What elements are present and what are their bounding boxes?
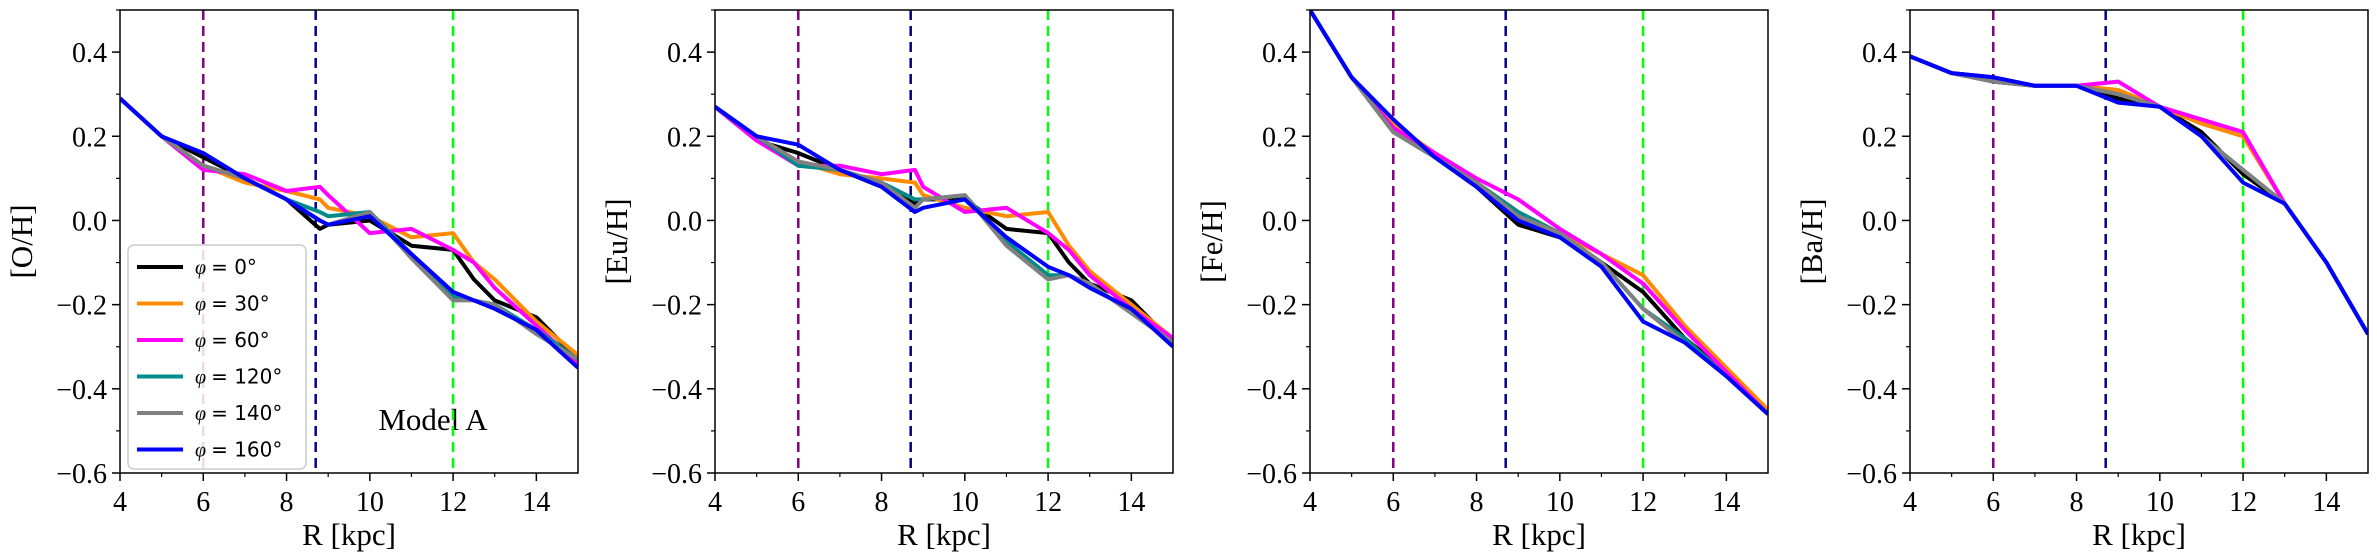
legend-value: = 160° [211, 438, 282, 462]
x-tick-label: 12 [439, 487, 467, 518]
y-tick-label: −0.2 [651, 291, 702, 322]
series-line-5 [715, 105, 1173, 345]
y-tick-label: 0.2 [1262, 122, 1297, 153]
axes-frame [119, 9, 579, 474]
x-tick-label: 12 [1034, 487, 1062, 518]
x-axis-label: R [kpc] [897, 517, 991, 552]
x-tick-label: 14 [2312, 487, 2340, 518]
y-tick-label: 0.0 [1262, 206, 1297, 237]
axes-frame [714, 9, 1174, 474]
series-line-5 [120, 96, 578, 362]
chart-panel-1: 4 6 8 10 12 14 0.4 0.2 0.0 −0.2 −0.4 −0.6 R [kpc] [O/… [4, 9, 579, 552]
legend-value: = 140° [211, 401, 282, 425]
legend-symbol: φ [195, 330, 206, 352]
y-tick-label: 0.2 [1862, 122, 1897, 153]
x-tick-label: 10 [356, 487, 384, 518]
legend: φ = 0°φ = 30°φ = 60°φ = 120°φ = 140°φ = 160° [127, 244, 307, 470]
legend-label: φ = 140° [195, 401, 282, 425]
x-tick-label: 6 [1986, 487, 2000, 518]
x-axis-label: R [kpc] [302, 517, 396, 552]
legend-label: φ = 160° [195, 438, 282, 462]
x-axis-label: R [kpc] [2092, 517, 2186, 552]
series-line-2 [1910, 54, 2368, 336]
legend-value: = 120° [211, 365, 282, 389]
x-tick-label: 6 [791, 487, 805, 518]
x-tick-label: 10 [951, 487, 979, 518]
x-tick-label: 12 [1629, 487, 1657, 518]
legend-symbol: φ [195, 294, 206, 316]
model-annotation: Model A [378, 402, 488, 437]
y-tick-label: 0.0 [72, 206, 107, 237]
y-tick-label: −0.6 [651, 459, 702, 490]
series-line-6 [120, 96, 578, 370]
axes-frame [1309, 9, 1769, 474]
y-tick-label: 0.4 [1262, 38, 1297, 69]
x-tick-label: 8 [875, 487, 889, 518]
series-line-6 [1310, 10, 1768, 416]
y-tick-label: −0.4 [651, 375, 702, 406]
y-tick-label: −0.2 [56, 291, 107, 322]
x-axis-label: R [kpc] [1492, 517, 1586, 552]
y-tick-label: 0.4 [667, 38, 702, 69]
chart-panel-3: 4 6 8 10 12 14 0.4 0.2 0.0 −0.2 −0.4 −0.6 R [kpc] [Fe… [1194, 9, 1769, 552]
axes-frame [1909, 9, 2369, 474]
y-tick-label: −0.6 [1846, 459, 1897, 490]
legend-label: φ = 120° [195, 365, 282, 389]
legend-symbol: φ [195, 403, 206, 425]
series-line-6 [715, 105, 1173, 349]
y-tick-label: −0.4 [56, 375, 107, 406]
x-tick-label: 12 [2229, 487, 2257, 518]
x-tick-label: 4 [708, 487, 722, 518]
chart-panel-2: 4 6 8 10 12 14 0.4 0.2 0.0 −0.2 −0.4 −0.6 R [kpc] [Eu… [599, 9, 1174, 552]
series-line-3 [1310, 10, 1768, 416]
x-tick-label: 10 [2146, 487, 2174, 518]
x-tick-label: 8 [1470, 487, 1484, 518]
y-tick-label: −0.2 [1846, 291, 1897, 322]
legend-symbol: φ [195, 440, 206, 462]
x-tick-label: 14 [1712, 487, 1740, 518]
y-tick-label: 0.0 [667, 206, 702, 237]
y-tick-label: −0.4 [1246, 375, 1297, 406]
y-tick-label: 0.4 [1862, 38, 1897, 69]
legend-label: φ = 60° [195, 328, 270, 352]
y-tick-label: 0.4 [72, 38, 107, 69]
y-axis-label: [Eu/H] [599, 198, 634, 284]
x-tick-label: 6 [1386, 487, 1400, 518]
x-tick-label: 6 [196, 487, 210, 518]
y-axis-label: [Fe/H] [1194, 200, 1229, 283]
y-tick-label: 0.0 [1862, 206, 1897, 237]
y-tick-label: 0.2 [667, 122, 702, 153]
legend-value: = 0° [211, 255, 257, 279]
x-tick-label: 14 [522, 487, 550, 518]
series-line-6 [1910, 54, 2368, 336]
y-tick-label: −0.4 [1846, 375, 1897, 406]
y-tick-label: −0.6 [1246, 459, 1297, 490]
legend-symbol: φ [195, 367, 206, 389]
y-axis-label: [O/H] [4, 204, 39, 278]
legend-value: = 30° [211, 292, 270, 316]
legend-value: = 60° [211, 328, 270, 352]
x-tick-label: 4 [1303, 487, 1317, 518]
y-tick-label: −0.6 [56, 459, 107, 490]
legend-label: φ = 0° [195, 255, 257, 279]
series-line-1 [120, 96, 578, 361]
x-tick-label: 8 [280, 487, 294, 518]
x-tick-label: 14 [1117, 487, 1145, 518]
legend-symbol: φ [195, 257, 206, 279]
x-tick-label: 4 [1903, 487, 1917, 518]
x-tick-label: 8 [2070, 487, 2084, 518]
y-tick-label: −0.2 [1246, 291, 1297, 322]
y-axis-label: [Ba/H] [1794, 198, 1829, 284]
y-tick-label: 0.2 [72, 122, 107, 153]
chart-panel-4: 4 6 8 10 12 14 0.4 0.2 0.0 −0.2 −0.4 −0.6 R [kpc] [Ba… [1794, 9, 2369, 552]
legend-label: φ = 30° [195, 292, 270, 316]
x-tick-label: 10 [1546, 487, 1574, 518]
x-tick-label: 4 [113, 487, 127, 518]
